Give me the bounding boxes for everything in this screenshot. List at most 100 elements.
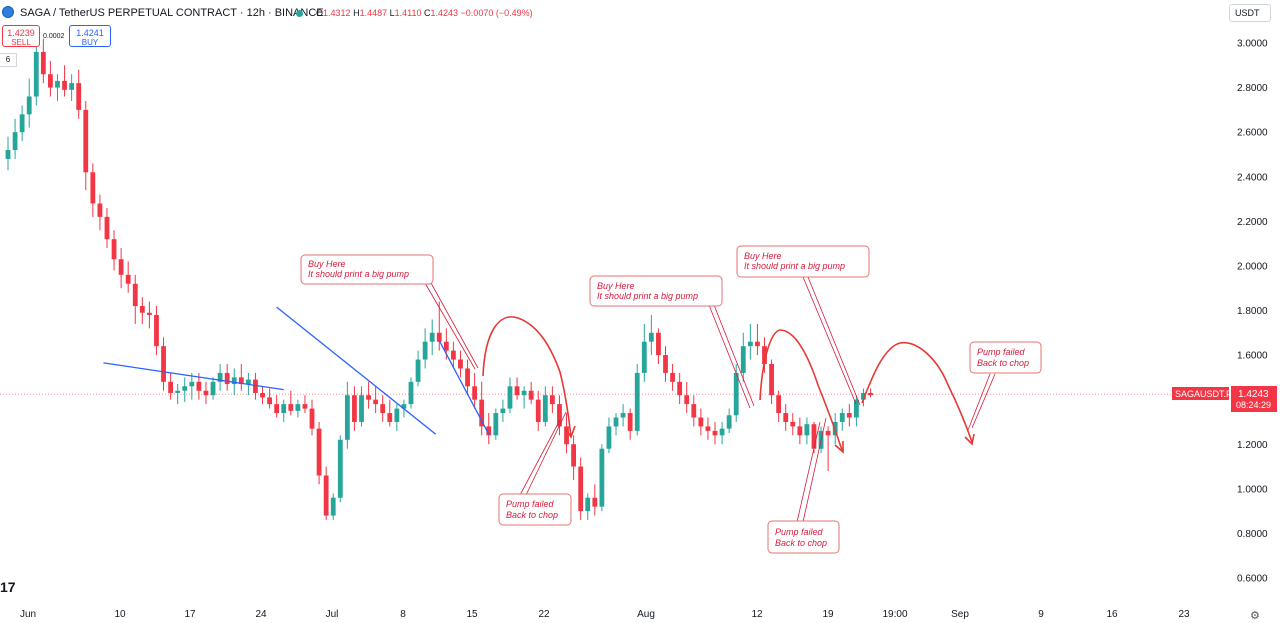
candle[interactable]: [571, 435, 576, 480]
candle[interactable]: [33, 43, 39, 106]
candle[interactable]: [40, 38, 46, 84]
candle[interactable]: [217, 364, 223, 391]
candle[interactable]: [147, 301, 152, 329]
tradingview-logo[interactable]: 17: [0, 579, 16, 595]
candle[interactable]: [472, 372, 478, 409]
candle[interactable]: [168, 372, 174, 400]
candle[interactable]: [48, 60, 53, 97]
candle[interactable]: [118, 248, 124, 289]
candle[interactable]: [132, 274, 138, 324]
candle[interactable]: [868, 388, 873, 398]
candle[interactable]: [564, 413, 569, 454]
candle[interactable]: [387, 399, 393, 427]
candle[interactable]: [500, 399, 506, 422]
candle[interactable]: [366, 381, 371, 409]
trend-line[interactable]: [103, 362, 284, 391]
candle[interactable]: [592, 484, 598, 516]
candle[interactable]: [458, 350, 463, 378]
candle[interactable]: [804, 417, 810, 445]
candle[interactable]: [154, 306, 159, 356]
candle[interactable]: [19, 105, 25, 142]
gear-icon[interactable]: ⚙: [1250, 610, 1260, 622]
annotation-pump-failed-3[interactable]: Pump failed Back to chop: [967, 341, 1042, 431]
candle[interactable]: [769, 359, 774, 405]
candle[interactable]: [97, 194, 103, 231]
candle[interactable]: [139, 297, 145, 324]
candle[interactable]: [302, 395, 308, 414]
candle[interactable]: [189, 372, 195, 400]
candle[interactable]: [663, 346, 668, 382]
candle[interactable]: [712, 421, 718, 445]
candle[interactable]: [755, 323, 760, 356]
candle[interactable]: [839, 408, 845, 431]
candle[interactable]: [528, 381, 534, 405]
candle[interactable]: [5, 136, 11, 171]
candle[interactable]: [260, 386, 265, 405]
candle[interactable]: [337, 435, 343, 503]
annotation-pump-failed-2[interactable]: Pump failed Back to chop: [767, 417, 840, 554]
annotation-buy-here-1[interactable]: Buy Here It should print a big pump: [300, 254, 479, 370]
trend-line[interactable]: [276, 306, 437, 435]
drawn-curves[interactable]: [482, 316, 975, 454]
candle[interactable]: [330, 493, 336, 521]
candle[interactable]: [62, 65, 67, 97]
candle[interactable]: [677, 372, 683, 405]
candle[interactable]: [790, 413, 796, 436]
time-axis[interactable]: Jun 10 17 24 Jul 8 15 22 Aug 12 19 19:00 Sep 9 16 23: [20, 609, 1190, 620]
last-price-marker[interactable]: SAGAUSDT.P 1.4243 08:24:29: [1172, 386, 1277, 412]
candle[interactable]: [161, 337, 166, 391]
candle[interactable]: [740, 332, 746, 382]
annotation-buy-here-3[interactable]: Buy Here It should print a big pump: [736, 245, 870, 406]
candle[interactable]: [627, 408, 633, 440]
candle[interactable]: [634, 364, 640, 436]
candle[interactable]: [606, 417, 612, 454]
candle[interactable]: [429, 319, 435, 356]
symbol-title[interactable]: SAGA / TetherUS PERPETUAL CONTRACT · 12h…: [20, 7, 324, 19]
saga-logo-icon[interactable]: [2, 6, 14, 18]
pump-arc-2[interactable]: [759, 329, 843, 451]
candle[interactable]: [182, 377, 188, 402]
candle[interactable]: [521, 386, 527, 409]
candle[interactable]: [69, 74, 75, 101]
candle[interactable]: [641, 323, 647, 382]
candle[interactable]: [76, 69, 82, 119]
candle[interactable]: [465, 359, 470, 396]
candle[interactable]: [380, 395, 386, 422]
candle[interactable]: [479, 381, 485, 436]
candle[interactable]: [557, 395, 562, 436]
candle[interactable]: [656, 328, 661, 364]
candle[interactable]: [210, 377, 216, 400]
candle[interactable]: [648, 314, 654, 356]
candle[interactable]: [288, 390, 294, 416]
annotation-pump-failed-1[interactable]: Pump failed Back to chop: [498, 411, 572, 526]
candle[interactable]: [104, 207, 110, 249]
candle[interactable]: [726, 408, 732, 434]
candle[interactable]: [585, 493, 591, 521]
candle[interactable]: [267, 388, 272, 409]
candle[interactable]: [719, 421, 725, 445]
candle[interactable]: [295, 399, 301, 418]
candle[interactable]: [620, 404, 626, 427]
candle[interactable]: [542, 386, 548, 427]
candle[interactable]: [26, 78, 32, 128]
candle[interactable]: [599, 444, 605, 512]
candle[interactable]: [323, 466, 329, 521]
candle[interactable]: [846, 404, 852, 427]
candle[interactable]: [436, 301, 442, 351]
candle[interactable]: [394, 404, 400, 431]
candle[interactable]: [797, 417, 803, 445]
candle[interactable]: [514, 377, 520, 400]
candle[interactable]: [224, 364, 230, 391]
candle[interactable]: [238, 364, 244, 391]
candle[interactable]: [684, 381, 690, 414]
candles[interactable]: [5, 38, 873, 521]
indicators-toggle[interactable]: 6: [0, 53, 17, 67]
candle[interactable]: [373, 386, 379, 414]
candle[interactable]: [415, 350, 421, 387]
candle[interactable]: [203, 381, 209, 405]
candle[interactable]: [359, 386, 364, 427]
price-axis[interactable]: 3.0000 2.8000 2.6000 2.4000 2.2000 2.0000 1.80…: [1237, 39, 1268, 585]
candle[interactable]: [422, 328, 428, 369]
buy-button[interactable]: 1.4241 BUY: [69, 25, 111, 47]
